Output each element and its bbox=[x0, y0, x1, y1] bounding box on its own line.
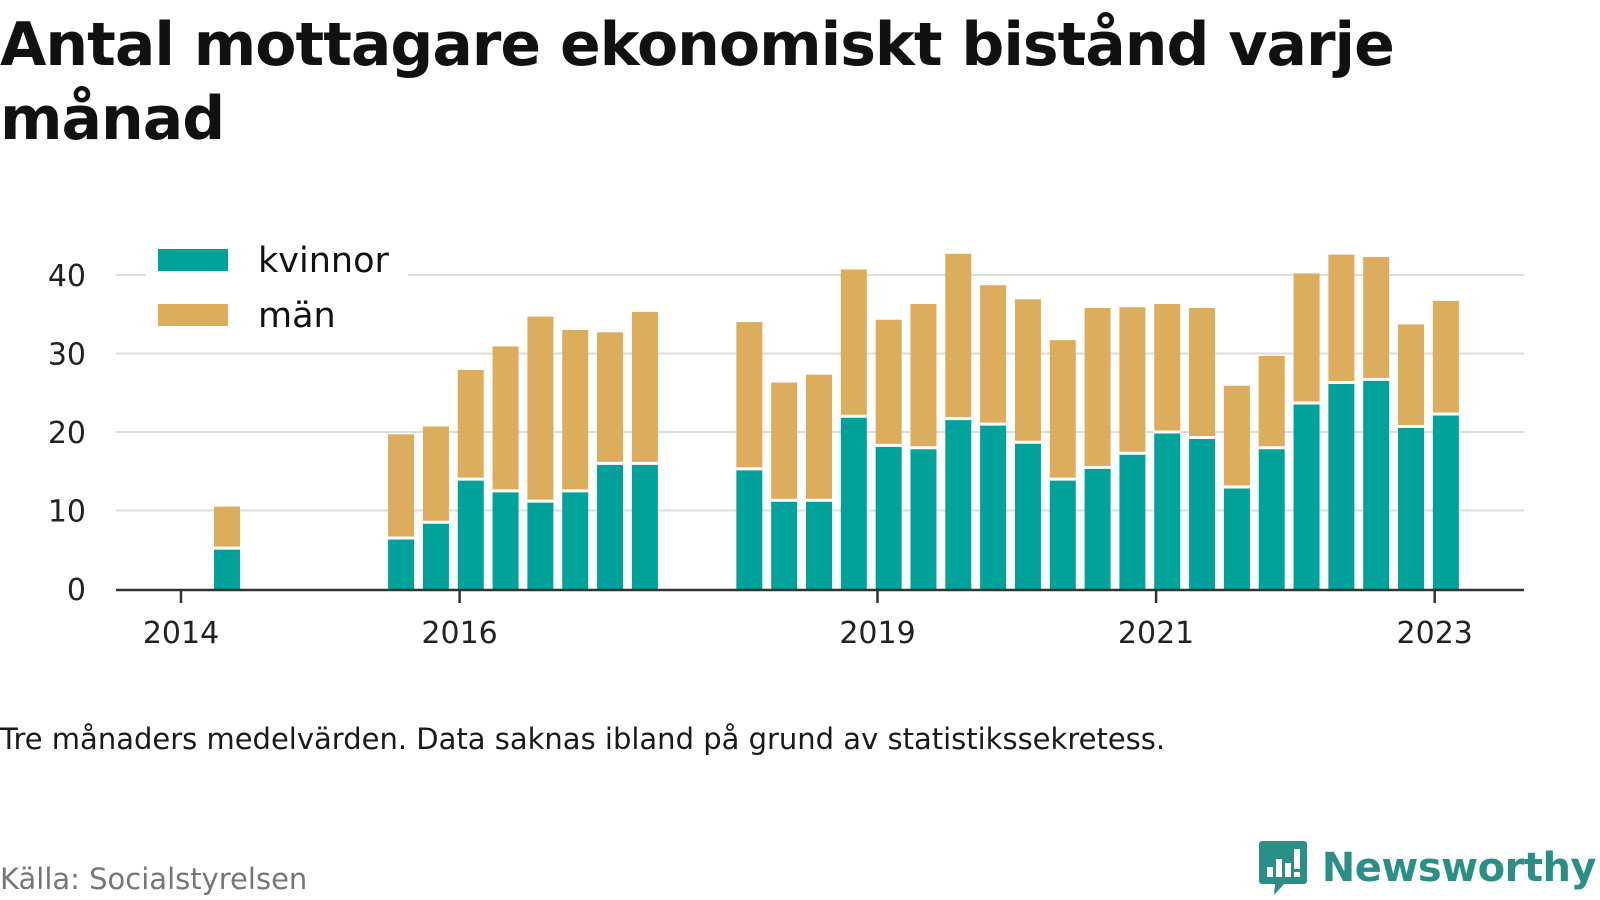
stacked-bar-chart: 0 10 20 30 40 2014 2016 2019 2021 2023 kvinnor mä… bbox=[48, 233, 1524, 651]
bar-kvinnor bbox=[562, 490, 589, 589]
x-tick-label: 2019 bbox=[839, 616, 915, 651]
bar-kvinnor bbox=[597, 463, 624, 589]
bar-kvinnor bbox=[213, 548, 240, 589]
x-tick-label: 2014 bbox=[143, 616, 219, 651]
bar-man bbox=[1014, 299, 1041, 443]
brand-name: Newsworthy bbox=[1321, 845, 1597, 891]
bar-man bbox=[597, 332, 624, 464]
bar-man bbox=[457, 369, 484, 480]
bar-man bbox=[1293, 273, 1320, 403]
page-title: Antal mottagare ekonomiskt bistånd varje… bbox=[0, 10, 1395, 154]
y-tick-label: 20 bbox=[48, 416, 86, 451]
x-tick-label: 2016 bbox=[421, 616, 497, 651]
bar-kvinnor bbox=[388, 537, 415, 589]
bar-man bbox=[1398, 324, 1425, 427]
bar-kvinnor bbox=[1363, 379, 1390, 589]
legend-label-kvinnor: kvinnor bbox=[258, 241, 389, 281]
bar-kvinnor bbox=[457, 479, 484, 589]
bar-kvinnor bbox=[1014, 442, 1041, 589]
bar-kvinnor bbox=[1293, 402, 1320, 589]
bar-kvinnor bbox=[875, 445, 902, 589]
bar-man bbox=[1189, 307, 1216, 438]
axes: 0 10 20 30 40 2014 2016 2019 2021 2023 bbox=[48, 259, 1524, 651]
bar-man bbox=[1223, 385, 1250, 487]
bar-man bbox=[1328, 254, 1355, 383]
legend-label-man: män bbox=[258, 296, 336, 336]
chat-bar-chart-icon bbox=[1258, 841, 1307, 895]
bar-man bbox=[875, 319, 902, 446]
bar-kvinnor bbox=[1154, 432, 1181, 589]
bar-man bbox=[1363, 256, 1390, 380]
x-tick-label: 2021 bbox=[1118, 616, 1194, 651]
bar-kvinnor bbox=[840, 416, 867, 589]
bar-kvinnor bbox=[1258, 447, 1285, 589]
bar-kvinnor bbox=[1223, 486, 1250, 589]
bar-kvinnor bbox=[910, 447, 937, 589]
bar-kvinnor bbox=[771, 500, 798, 589]
bar-kvinnor bbox=[1432, 413, 1459, 589]
bar-man bbox=[1154, 304, 1181, 432]
bar-man bbox=[980, 285, 1007, 425]
bar-kvinnor bbox=[1189, 437, 1216, 589]
bar-man bbox=[422, 426, 449, 523]
bar-kvinnor bbox=[1398, 426, 1425, 589]
bar-man bbox=[805, 374, 832, 501]
bar-kvinnor bbox=[1328, 382, 1355, 589]
bar-man bbox=[736, 322, 763, 469]
y-tick-label: 40 bbox=[48, 259, 86, 294]
bar-man bbox=[1049, 340, 1076, 480]
bar-kvinnor bbox=[945, 418, 972, 589]
chart-note: Tre månaders medelvärden. Data saknas ib… bbox=[0, 722, 1166, 756]
bar-kvinnor bbox=[805, 500, 832, 589]
source-text: Källa: Socialstyrelsen bbox=[0, 862, 308, 896]
bar-kvinnor bbox=[1049, 479, 1076, 589]
bar-kvinnor bbox=[492, 490, 519, 589]
x-tick-label: 2023 bbox=[1397, 616, 1473, 651]
brand-logo: Newsworthy bbox=[1258, 838, 1597, 898]
bar-kvinnor bbox=[736, 468, 763, 589]
y-tick-label: 30 bbox=[48, 338, 86, 373]
bar-man bbox=[771, 382, 798, 501]
bar-man bbox=[840, 269, 867, 417]
bar-kvinnor bbox=[631, 463, 658, 589]
bar-kvinnor bbox=[1119, 453, 1146, 589]
y-tick-label: 10 bbox=[48, 495, 86, 530]
legend: kvinnor män bbox=[146, 233, 408, 348]
bar-man bbox=[492, 346, 519, 491]
bar-man bbox=[631, 311, 658, 464]
legend-swatch-man bbox=[158, 304, 228, 326]
bar-man bbox=[527, 316, 554, 502]
bar-man bbox=[1084, 307, 1111, 468]
bar-kvinnor bbox=[422, 522, 449, 589]
bar-kvinnor bbox=[527, 501, 554, 589]
bar-kvinnor bbox=[980, 424, 1007, 589]
bar-man bbox=[562, 329, 589, 491]
bar-man bbox=[1432, 300, 1459, 414]
bar-kvinnor bbox=[1084, 467, 1111, 589]
bar-man bbox=[910, 304, 937, 448]
bar-man bbox=[945, 253, 972, 419]
legend-swatch-kvinnor bbox=[158, 249, 228, 271]
bar-man bbox=[1258, 355, 1285, 448]
bars bbox=[213, 253, 1459, 589]
bar-man bbox=[1119, 307, 1146, 454]
bar-man bbox=[213, 506, 240, 549]
bar-man bbox=[388, 434, 415, 538]
y-tick-label: 0 bbox=[67, 573, 86, 608]
